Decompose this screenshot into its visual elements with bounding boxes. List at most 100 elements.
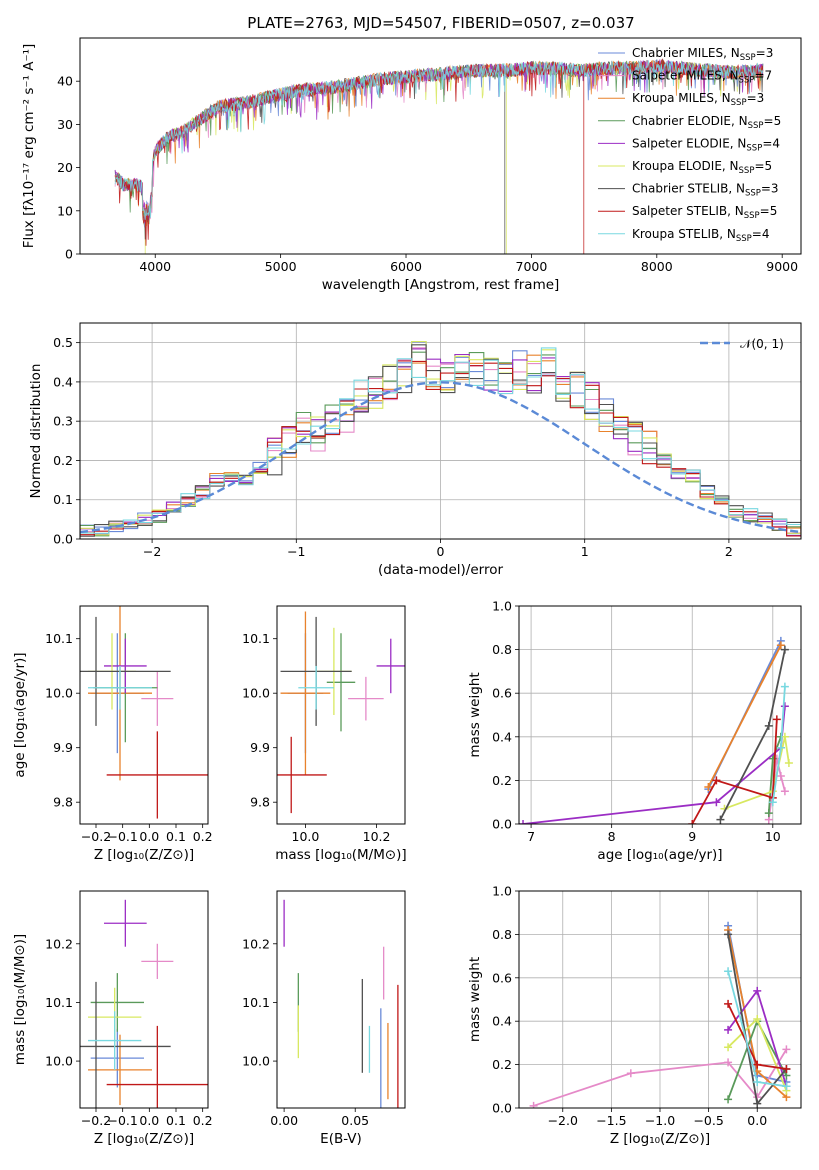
weight-point — [753, 1077, 762, 1086]
histogram-kroupa-stelib — [80, 347, 801, 536]
weight-point — [704, 782, 713, 791]
legend-suffix: =5 — [754, 159, 772, 173]
axes-weight_vs_Z: −2.0 −1.5 −1.0 −0.5 0.0 0.0 0.2 0.4 0.6 0.8 1.0 Z [… — [467, 884, 802, 1147]
legend-subscript: SSP — [731, 98, 747, 108]
x-tick-label: 0.05 — [341, 1113, 369, 1128]
y-tick-label: 0.8 — [492, 927, 512, 942]
y-tick-label: 0.0 — [492, 817, 512, 832]
legend-subscript: SSP — [748, 121, 764, 131]
x-tick-label: 10.0 — [292, 829, 320, 844]
x-tick-label: −1.0 — [645, 1113, 675, 1128]
weight-point — [780, 702, 789, 711]
weight-point — [768, 798, 777, 807]
y-axis-label: mass weight — [467, 957, 483, 1042]
weight-point — [776, 772, 785, 781]
y-tick-label: 10.1 — [45, 995, 73, 1010]
weight-point — [724, 930, 733, 939]
spectrum-line — [114, 58, 764, 254]
legend-suffix: =3 — [761, 182, 779, 196]
x-axis-label: age [log₁₀(age/yr)] — [597, 847, 722, 863]
figure-title: PLATE=2763, MJD=54507, FIBERID=0507, z=0… — [247, 14, 634, 32]
weight-point — [724, 967, 733, 976]
plot-area — [114, 58, 764, 254]
x-tick-label: 2 — [725, 544, 733, 559]
plot-area — [80, 899, 208, 1108]
weight-point — [753, 1060, 762, 1069]
x-axis-label: mass [log₁₀(M/M⊙)] — [275, 847, 406, 863]
y-tick-label: 10.0 — [242, 686, 270, 701]
y-tick-label: 0.2 — [492, 773, 512, 788]
y-tick-label: 20 — [57, 160, 73, 175]
y-tick-label: 10.0 — [242, 1054, 270, 1069]
y-tick-label: 9.8 — [250, 795, 270, 810]
weight-point — [764, 809, 773, 818]
x-tick-label: −0.5 — [693, 1113, 723, 1128]
x-tick-label: −0.1 — [107, 1113, 137, 1128]
plot-area — [529, 921, 791, 1108]
plot-area — [277, 611, 405, 814]
x-tick-label: 0.00 — [270, 1113, 298, 1128]
weight-line — [707, 644, 782, 788]
axes-mass_vs_Z: −0.2−0.1 0.0 0.1 0.2 10.0 10.1 10.2 Z [log₁₀(Z/… — [12, 890, 213, 1147]
y-tick-label: 0.6 — [492, 970, 512, 985]
y-tick-label: 0.8 — [492, 642, 512, 657]
axes-frame — [276, 605, 406, 825]
x-tick-label: 0.0 — [139, 829, 159, 844]
legend-label: Chabrier STELIB, NSSP=3 — [632, 182, 779, 199]
y-tick-label: 10.2 — [45, 936, 73, 951]
y-tick-label: 9.9 — [250, 740, 270, 755]
x-axis-label: Z [log₁₀(Z/Z⊙)] — [94, 1131, 194, 1147]
y-tick-label: 10 — [57, 203, 73, 218]
weight-point — [753, 986, 762, 995]
x-tick-label: 0.1 — [166, 1113, 186, 1128]
y-axis-label: Normed distribution — [28, 364, 44, 499]
axes-frame — [518, 605, 802, 825]
legend-subscript: SSP — [736, 234, 752, 244]
axes-residuals: −2 −1 0 1 2 0.0 0.1 0.2 0.3 0.4 0.5 (data-model)/er… — [28, 322, 802, 578]
x-tick-label: 7 — [527, 829, 535, 844]
weight-point — [782, 1082, 791, 1091]
y-tick-label: 1.0 — [492, 599, 512, 614]
x-tick-label: 0 — [437, 544, 445, 559]
x-axis-label: wavelength [Angstrom, rest frame] — [322, 277, 560, 293]
weight-point — [688, 820, 697, 824]
legend-suffix: =4 — [762, 136, 780, 150]
spectrum-line — [114, 60, 764, 254]
x-tick-label: −0.2 — [81, 1113, 111, 1128]
weight-point — [716, 815, 725, 824]
plot-area — [80, 606, 208, 819]
y-axis-label: mass [log₁₀(M/M⊙)] — [12, 934, 28, 1065]
legend-subscript: SSP — [744, 211, 760, 221]
weight-point — [780, 787, 789, 796]
x-tick-label: 7000 — [516, 259, 548, 274]
x-tick-label: 1 — [581, 544, 589, 559]
x-tick-label: 10 — [765, 829, 781, 844]
axes-age_vs_Z: −0.2−0.1 0.0 0.1 0.2 9.8 9.9 10.0 10.1 Z [log₁₀(… — [12, 605, 213, 863]
y-tick-label: 0.5 — [53, 335, 73, 350]
legend-label: Kroupa ELODIE, NSSP=5 — [632, 159, 772, 176]
plot-area — [80, 340, 801, 538]
x-tick-label: 9000 — [766, 259, 798, 274]
x-tick-label: −2 — [143, 544, 161, 559]
y-tick-label: 10.1 — [45, 631, 73, 646]
legend-suffix: =7 — [754, 69, 772, 83]
weight-point — [776, 641, 785, 650]
legend-suffix: =3 — [756, 46, 774, 60]
weight-point — [712, 776, 721, 785]
weight-point — [753, 1099, 762, 1108]
plot-area — [283, 899, 399, 1108]
x-tick-label: 8 — [608, 829, 616, 844]
y-tick-label: 30 — [57, 117, 73, 132]
weight-point — [724, 999, 733, 1008]
x-tick-label: 0.0 — [139, 1113, 159, 1128]
x-tick-label: −0.1 — [107, 829, 137, 844]
weight-point — [753, 1015, 762, 1024]
y-tick-label: 0.6 — [492, 686, 512, 701]
axes-age_vs_mass: 10.0 10.2 9.8 9.9 10.0 10.1 mass [log₁₀(M/M⊙)] — [242, 605, 407, 863]
y-tick-label: 10.1 — [242, 631, 270, 646]
legend-subscript: SSP — [746, 143, 762, 153]
y-tick-label: 10.0 — [45, 1054, 73, 1069]
legend-subscript: SSP — [739, 76, 755, 86]
weight-point — [780, 645, 789, 654]
y-tick-label: 9.8 — [53, 795, 73, 810]
